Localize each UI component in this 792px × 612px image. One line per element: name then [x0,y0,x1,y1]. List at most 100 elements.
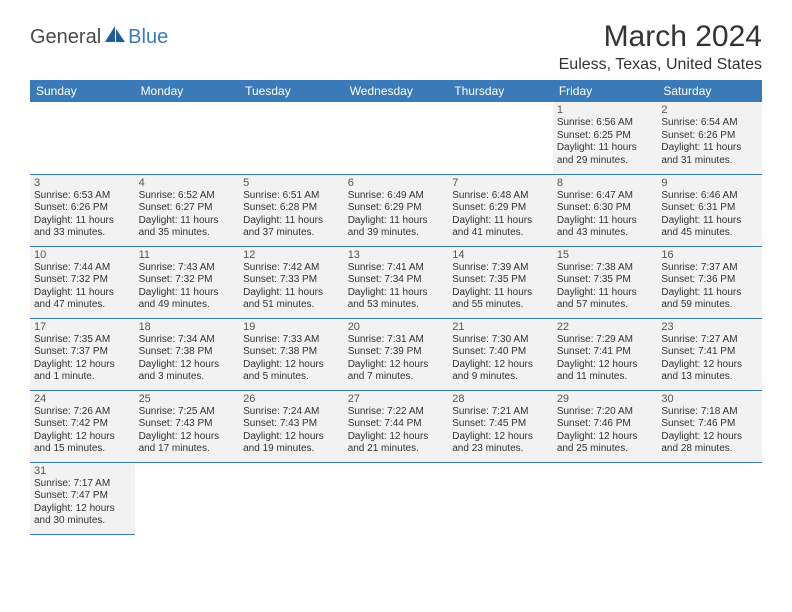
weekday-header: Thursday [448,80,553,102]
calendar-cell: 8Sunrise: 6:47 AMSunset: 6:30 PMDaylight… [553,174,658,246]
day-number: 2 [661,104,758,116]
calendar-cell: 31Sunrise: 7:17 AMSunset: 7:47 PMDayligh… [30,462,135,534]
brand-text-2: Blue [128,26,168,49]
location-text: Euless, Texas, United States [559,56,762,74]
day-info: Sunrise: 7:31 AMSunset: 7:39 PMDaylight:… [348,334,445,384]
day-number: 11 [139,249,236,261]
calendar-cell: 25Sunrise: 7:25 AMSunset: 7:43 PMDayligh… [135,390,240,462]
calendar-cell: 28Sunrise: 7:21 AMSunset: 7:45 PMDayligh… [448,390,553,462]
day-number: 8 [557,177,654,189]
calendar-cell: 15Sunrise: 7:38 AMSunset: 7:35 PMDayligh… [553,246,658,318]
calendar-row: 1Sunrise: 6:56 AMSunset: 6:25 PMDaylight… [30,102,762,174]
weekday-header: Saturday [657,80,762,102]
day-info: Sunrise: 6:51 AMSunset: 6:28 PMDaylight:… [243,190,340,240]
day-info: Sunrise: 7:37 AMSunset: 7:36 PMDaylight:… [661,262,758,312]
day-number: 18 [139,321,236,333]
calendar-cell: 26Sunrise: 7:24 AMSunset: 7:43 PMDayligh… [239,390,344,462]
day-number: 27 [348,393,445,405]
day-info: Sunrise: 6:52 AMSunset: 6:27 PMDaylight:… [139,190,236,240]
calendar-cell: 23Sunrise: 7:27 AMSunset: 7:41 PMDayligh… [657,318,762,390]
day-info: Sunrise: 7:29 AMSunset: 7:41 PMDaylight:… [557,334,654,384]
day-info: Sunrise: 7:39 AMSunset: 7:35 PMDaylight:… [452,262,549,312]
day-number: 26 [243,393,340,405]
day-info: Sunrise: 6:49 AMSunset: 6:29 PMDaylight:… [348,190,445,240]
day-number: 3 [34,177,131,189]
day-number: 7 [452,177,549,189]
day-number: 12 [243,249,340,261]
day-number: 14 [452,249,549,261]
calendar-cell [448,462,553,534]
calendar-cell: 27Sunrise: 7:22 AMSunset: 7:44 PMDayligh… [344,390,449,462]
day-info: Sunrise: 7:34 AMSunset: 7:38 PMDaylight:… [139,334,236,384]
calendar-body: 1Sunrise: 6:56 AMSunset: 6:25 PMDaylight… [30,102,762,534]
calendar-row: 3Sunrise: 6:53 AMSunset: 6:26 PMDaylight… [30,174,762,246]
day-info: Sunrise: 6:53 AMSunset: 6:26 PMDaylight:… [34,190,131,240]
calendar-cell [239,102,344,174]
weekday-header: Monday [135,80,240,102]
calendar-cell [239,462,344,534]
day-info: Sunrise: 7:43 AMSunset: 7:32 PMDaylight:… [139,262,236,312]
day-info: Sunrise: 7:17 AMSunset: 7:47 PMDaylight:… [34,478,131,528]
day-info: Sunrise: 7:41 AMSunset: 7:34 PMDaylight:… [348,262,445,312]
day-number: 31 [34,465,131,477]
calendar-row: 10Sunrise: 7:44 AMSunset: 7:32 PMDayligh… [30,246,762,318]
calendar-row: 31Sunrise: 7:17 AMSunset: 7:47 PMDayligh… [30,462,762,534]
day-info: Sunrise: 7:33 AMSunset: 7:38 PMDaylight:… [243,334,340,384]
weekday-header-row: SundayMondayTuesdayWednesdayThursdayFrid… [30,80,762,102]
day-number: 17 [34,321,131,333]
calendar-cell: 14Sunrise: 7:39 AMSunset: 7:35 PMDayligh… [448,246,553,318]
calendar-cell: 7Sunrise: 6:48 AMSunset: 6:29 PMDaylight… [448,174,553,246]
brand-text-1: General [30,26,101,49]
calendar-cell: 2Sunrise: 6:54 AMSunset: 6:26 PMDaylight… [657,102,762,174]
calendar-cell [135,462,240,534]
day-number: 21 [452,321,549,333]
calendar-cell: 17Sunrise: 7:35 AMSunset: 7:37 PMDayligh… [30,318,135,390]
calendar-cell: 29Sunrise: 7:20 AMSunset: 7:46 PMDayligh… [553,390,658,462]
calendar-row: 24Sunrise: 7:26 AMSunset: 7:42 PMDayligh… [30,390,762,462]
calendar-cell [344,462,449,534]
calendar-cell: 4Sunrise: 6:52 AMSunset: 6:27 PMDaylight… [135,174,240,246]
day-number: 5 [243,177,340,189]
day-info: Sunrise: 7:20 AMSunset: 7:46 PMDaylight:… [557,406,654,456]
day-number: 4 [139,177,236,189]
day-number: 28 [452,393,549,405]
brand-logo: General Blue [30,26,168,49]
day-number: 20 [348,321,445,333]
calendar-cell: 30Sunrise: 7:18 AMSunset: 7:46 PMDayligh… [657,390,762,462]
day-number: 10 [34,249,131,261]
title-block: March 2024 Euless, Texas, United States [559,20,762,74]
day-info: Sunrise: 7:42 AMSunset: 7:33 PMDaylight:… [243,262,340,312]
day-info: Sunrise: 7:24 AMSunset: 7:43 PMDaylight:… [243,406,340,456]
calendar-cell: 11Sunrise: 7:43 AMSunset: 7:32 PMDayligh… [135,246,240,318]
calendar-cell: 13Sunrise: 7:41 AMSunset: 7:34 PMDayligh… [344,246,449,318]
calendar-cell [135,102,240,174]
calendar-cell: 3Sunrise: 6:53 AMSunset: 6:26 PMDaylight… [30,174,135,246]
day-number: 16 [661,249,758,261]
day-info: Sunrise: 7:21 AMSunset: 7:45 PMDaylight:… [452,406,549,456]
day-info: Sunrise: 7:38 AMSunset: 7:35 PMDaylight:… [557,262,654,312]
day-info: Sunrise: 7:25 AMSunset: 7:43 PMDaylight:… [139,406,236,456]
calendar-cell: 20Sunrise: 7:31 AMSunset: 7:39 PMDayligh… [344,318,449,390]
calendar-table: SundayMondayTuesdayWednesdayThursdayFrid… [30,80,762,535]
day-number: 24 [34,393,131,405]
day-number: 22 [557,321,654,333]
calendar-cell [30,102,135,174]
day-info: Sunrise: 6:47 AMSunset: 6:30 PMDaylight:… [557,190,654,240]
day-number: 1 [557,104,654,116]
weekday-header: Wednesday [344,80,449,102]
page-header: General Blue March 2024 Euless, Texas, U… [30,20,762,74]
calendar-cell: 1Sunrise: 6:56 AMSunset: 6:25 PMDaylight… [553,102,658,174]
calendar-cell: 22Sunrise: 7:29 AMSunset: 7:41 PMDayligh… [553,318,658,390]
day-number: 23 [661,321,758,333]
day-info: Sunrise: 7:35 AMSunset: 7:37 PMDaylight:… [34,334,131,384]
day-info: Sunrise: 6:56 AMSunset: 6:25 PMDaylight:… [557,117,654,167]
day-number: 30 [661,393,758,405]
calendar-cell: 9Sunrise: 6:46 AMSunset: 6:31 PMDaylight… [657,174,762,246]
day-number: 29 [557,393,654,405]
sail-icon [105,26,127,49]
calendar-cell: 12Sunrise: 7:42 AMSunset: 7:33 PMDayligh… [239,246,344,318]
calendar-row: 17Sunrise: 7:35 AMSunset: 7:37 PMDayligh… [30,318,762,390]
day-info: Sunrise: 7:30 AMSunset: 7:40 PMDaylight:… [452,334,549,384]
calendar-cell: 24Sunrise: 7:26 AMSunset: 7:42 PMDayligh… [30,390,135,462]
calendar-cell: 18Sunrise: 7:34 AMSunset: 7:38 PMDayligh… [135,318,240,390]
